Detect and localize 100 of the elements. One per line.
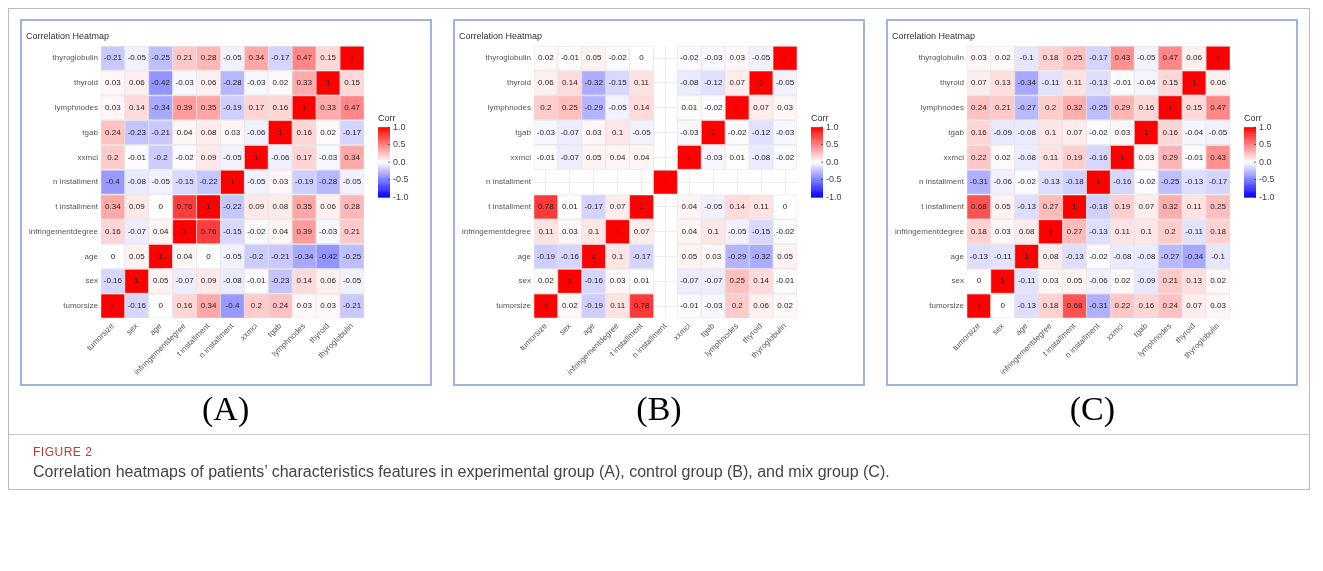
data-label: 1 bbox=[687, 152, 693, 162]
y-tick-label: lymphnodes bbox=[487, 102, 531, 112]
data-label: 0.03 bbox=[585, 127, 603, 137]
data-label: 1 bbox=[711, 127, 717, 137]
data-label: 0.05 bbox=[681, 251, 698, 261]
y-tick-label: tumorsize bbox=[496, 301, 532, 311]
data-label: -0.19 bbox=[223, 102, 242, 112]
data-label: -0.15 bbox=[175, 177, 194, 187]
data-label: 0.06 bbox=[753, 301, 770, 311]
data-label: 0.2 bbox=[731, 301, 744, 311]
data-label: 1 bbox=[349, 53, 355, 63]
data-label: 0.39 bbox=[296, 226, 313, 236]
data-label: -0.02 bbox=[608, 53, 628, 63]
color-bar-label: 0.5 bbox=[392, 139, 406, 150]
data-label: -0.13 bbox=[1089, 78, 1109, 88]
data-label: -0.22 bbox=[223, 202, 242, 212]
data-label: 0.15 bbox=[343, 78, 361, 88]
data-label: 0.07 bbox=[1186, 301, 1203, 311]
color-bar-label: 0.5 bbox=[825, 139, 839, 150]
data-label: 0.34 bbox=[248, 53, 265, 63]
y-tick-label: lymphnodes bbox=[921, 102, 965, 112]
color-bar-title: Corr bbox=[377, 113, 396, 124]
data-label: 0.11 bbox=[1067, 78, 1083, 88]
data-label: 0.11 bbox=[610, 301, 626, 311]
data-label: -0.13 bbox=[1065, 251, 1085, 261]
data-label: 0.05 bbox=[995, 202, 1012, 212]
data-label: -0.4 bbox=[105, 177, 120, 187]
data-label: 0.05 bbox=[585, 53, 603, 63]
data-label: 0.16 bbox=[971, 127, 988, 137]
chart-title: Correlation Heatmap bbox=[892, 30, 976, 41]
data-label: 0.03 bbox=[777, 102, 794, 112]
data-label: 0.11 bbox=[1043, 152, 1059, 162]
data-label: -0.16 bbox=[1113, 177, 1133, 187]
data-label: 0.03 bbox=[1043, 276, 1060, 286]
y-tick-label: thyroid bbox=[506, 78, 531, 88]
data-label: -0.28 bbox=[318, 177, 338, 187]
data-label: 1 bbox=[1216, 53, 1222, 63]
data-label: 0.2 bbox=[106, 152, 119, 162]
y-tick-label: thyroglobulin bbox=[52, 53, 98, 63]
y-tick-label: age bbox=[84, 251, 99, 261]
data-label: -0.29 bbox=[728, 251, 747, 261]
data-label: -0.05 bbox=[608, 102, 628, 112]
y-tick-label: t installment bbox=[54, 202, 99, 212]
data-label: -0.02 bbox=[246, 226, 266, 236]
data-label: -0.34 bbox=[151, 102, 171, 112]
y-tick-label: lymphnodes bbox=[54, 102, 98, 112]
data-label: 1 bbox=[229, 177, 235, 187]
data-label: -0.11 bbox=[1185, 226, 1204, 236]
data-label: 0.07 bbox=[753, 102, 770, 112]
data-label: 1 bbox=[110, 301, 116, 311]
data-label: -0.07 bbox=[560, 127, 580, 137]
data-label: -0.06 bbox=[246, 127, 266, 137]
data-label: 0.19 bbox=[1067, 152, 1084, 162]
data-label: -0.09 bbox=[1137, 276, 1157, 286]
data-label: -0.02 bbox=[775, 152, 795, 162]
data-label: -0.08 bbox=[751, 152, 771, 162]
y-tick-label: n installment bbox=[52, 177, 99, 187]
data-label: -0.19 bbox=[294, 177, 314, 187]
data-label: -0.08 bbox=[680, 78, 700, 88]
data-label: 0.1 bbox=[707, 226, 720, 236]
data-label: 1 bbox=[205, 202, 211, 212]
data-label: -0.23 bbox=[127, 127, 147, 137]
data-label: 0.21 bbox=[343, 226, 361, 236]
data-label: -0.13 bbox=[970, 251, 989, 261]
data-label: 0.18 bbox=[971, 226, 988, 236]
data-label: -0.05 bbox=[223, 251, 242, 261]
data-label: 0.07 bbox=[633, 226, 650, 236]
chart-title: Correlation Heatmap bbox=[458, 30, 543, 41]
data-label: 0.01 bbox=[729, 152, 746, 162]
y-tick-label: sex bbox=[518, 276, 531, 286]
data-label: -0.01 bbox=[536, 152, 556, 162]
data-label: 1 bbox=[758, 78, 764, 88]
data-label: 0.28 bbox=[343, 202, 361, 212]
data-label: 0.08 bbox=[1019, 226, 1036, 236]
data-label: 0.35 bbox=[200, 102, 217, 112]
data-label: -0.05 bbox=[342, 276, 362, 286]
data-label: -0.28 bbox=[223, 78, 242, 88]
data-label: 0.04 bbox=[152, 226, 169, 236]
data-label: -0.09 bbox=[994, 127, 1013, 137]
data-label: 0.25 bbox=[1210, 202, 1227, 212]
data-label: 0.16 bbox=[296, 127, 313, 137]
data-label: 0.76 bbox=[200, 226, 217, 236]
text: Correlation heatmaps of patients’ characteristics features in experimental group (A), control group (B), and mix group (C). bbox=[33, 463, 891, 481]
data-label: -0.13 bbox=[1017, 202, 1037, 212]
data-label: 0.15 bbox=[319, 53, 337, 63]
data-label: 0.07 bbox=[1067, 127, 1084, 137]
data-label: -0.03 bbox=[318, 152, 338, 162]
data-label: 1 bbox=[1096, 177, 1102, 187]
data-label: 0.25 bbox=[562, 102, 579, 112]
data-label: 1 bbox=[734, 102, 740, 112]
data-label: 0.03 bbox=[1138, 152, 1155, 162]
data-label: -0.02 bbox=[680, 53, 700, 63]
y-tick-label: n installment bbox=[919, 177, 966, 187]
data-label: -0.18 bbox=[1089, 202, 1109, 212]
data-label: 0.05 bbox=[128, 251, 145, 261]
data-label: 0.24 bbox=[272, 301, 289, 311]
data-label: -0.08 bbox=[1113, 251, 1133, 261]
data-label: 0.16 bbox=[272, 102, 289, 112]
data-label: 0.03 bbox=[609, 276, 626, 286]
data-label: 0 bbox=[976, 276, 982, 286]
